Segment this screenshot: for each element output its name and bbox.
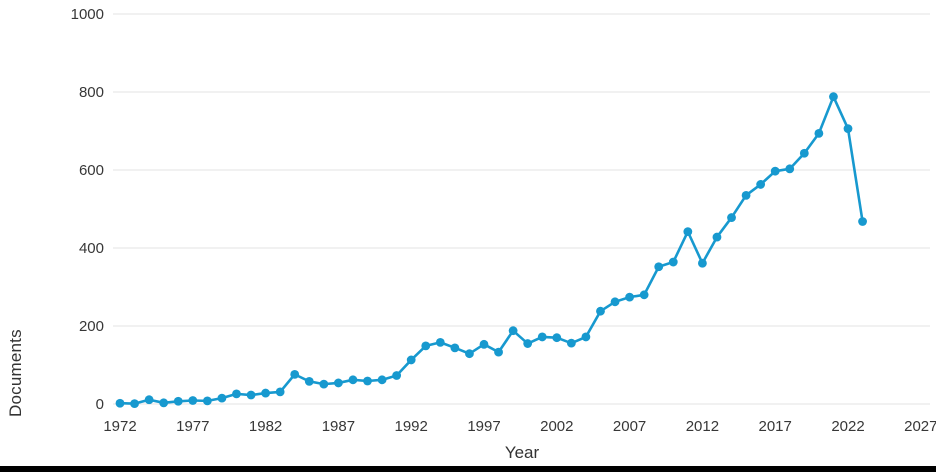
x-tick-label: 2012	[686, 418, 719, 435]
x-tick-label: 1972	[103, 418, 136, 435]
data-point[interactable]	[610, 297, 620, 307]
data-point[interactable]	[377, 375, 387, 385]
data-point[interactable]	[581, 332, 591, 342]
data-point[interactable]	[770, 166, 780, 176]
x-tick-label: 2017	[759, 418, 792, 435]
data-point[interactable]	[741, 190, 751, 200]
x-tick-label: 1997	[467, 418, 500, 435]
data-point[interactable]	[217, 393, 227, 403]
data-point[interactable]	[202, 396, 212, 406]
x-tick-label: 1987	[322, 418, 355, 435]
data-point[interactable]	[727, 213, 736, 222]
x-tick-label: 1992	[395, 418, 428, 435]
y-tick-label: 600	[79, 162, 104, 179]
trend-line	[118, 95, 864, 405]
y-tick-label: 200	[79, 318, 104, 335]
data-point[interactable]	[290, 369, 300, 379]
data-point[interactable]	[799, 148, 809, 158]
data-point[interactable]	[319, 379, 329, 389]
y-tick-label: 400	[79, 240, 104, 257]
bottom-border	[0, 466, 936, 472]
data-point[interactable]	[450, 343, 460, 353]
data-point[interactable]	[494, 347, 503, 357]
data-point[interactable]	[785, 164, 795, 174]
data-point[interactable]	[173, 396, 183, 406]
data-point[interactable]	[698, 258, 707, 268]
x-tick-label: 2027	[904, 418, 936, 435]
data-point[interactable]	[188, 396, 198, 405]
data-point[interactable]	[858, 217, 867, 226]
x-tick-label: 2002	[540, 418, 573, 435]
data-point[interactable]	[552, 333, 562, 343]
data-point[interactable]	[334, 378, 343, 388]
data-point[interactable]	[756, 180, 766, 189]
data-point[interactable]	[115, 398, 125, 408]
data-point[interactable]	[668, 257, 678, 267]
data-point[interactable]	[130, 399, 139, 409]
x-axis-label: Year	[504, 443, 540, 462]
x-tick-label: 1977	[176, 418, 209, 435]
data-point[interactable]	[566, 338, 576, 348]
data-point[interactable]	[829, 92, 838, 102]
data-point[interactable]	[304, 376, 314, 386]
data-point[interactable]	[435, 337, 445, 347]
y-tick-label: 0	[96, 396, 104, 413]
data-point[interactable]	[275, 387, 285, 397]
data-point[interactable]	[421, 341, 431, 351]
data-point[interactable]	[508, 326, 518, 336]
data-point[interactable]	[144, 395, 154, 405]
data-point[interactable]	[392, 371, 402, 380]
y-axis-label: Documents	[6, 329, 25, 417]
x-tick-label: 2007	[613, 418, 646, 435]
data-point[interactable]	[639, 290, 649, 300]
x-tick-label: 2022	[831, 418, 864, 435]
y-tick-label: 1000	[71, 6, 104, 23]
data-point[interactable]	[465, 349, 474, 359]
x-tick-label: 1982	[249, 418, 282, 435]
data-point[interactable]	[712, 232, 722, 242]
data-point[interactable]	[246, 390, 256, 400]
data-point[interactable]	[261, 388, 270, 398]
data-point[interactable]	[654, 262, 664, 272]
data-point[interactable]	[523, 339, 533, 348]
data-point[interactable]	[683, 227, 693, 237]
data-point[interactable]	[479, 339, 489, 349]
data-point[interactable]	[596, 306, 605, 316]
data-point[interactable]	[232, 389, 241, 399]
data-point[interactable]	[363, 376, 372, 386]
data-point[interactable]	[159, 398, 169, 408]
data-point[interactable]	[406, 355, 416, 365]
data-point[interactable]	[843, 124, 853, 134]
data-point[interactable]	[537, 332, 547, 342]
data-point[interactable]	[348, 375, 358, 385]
data-point[interactable]	[625, 292, 634, 302]
data-point[interactable]	[814, 128, 824, 138]
y-tick-label: 800	[79, 84, 104, 101]
